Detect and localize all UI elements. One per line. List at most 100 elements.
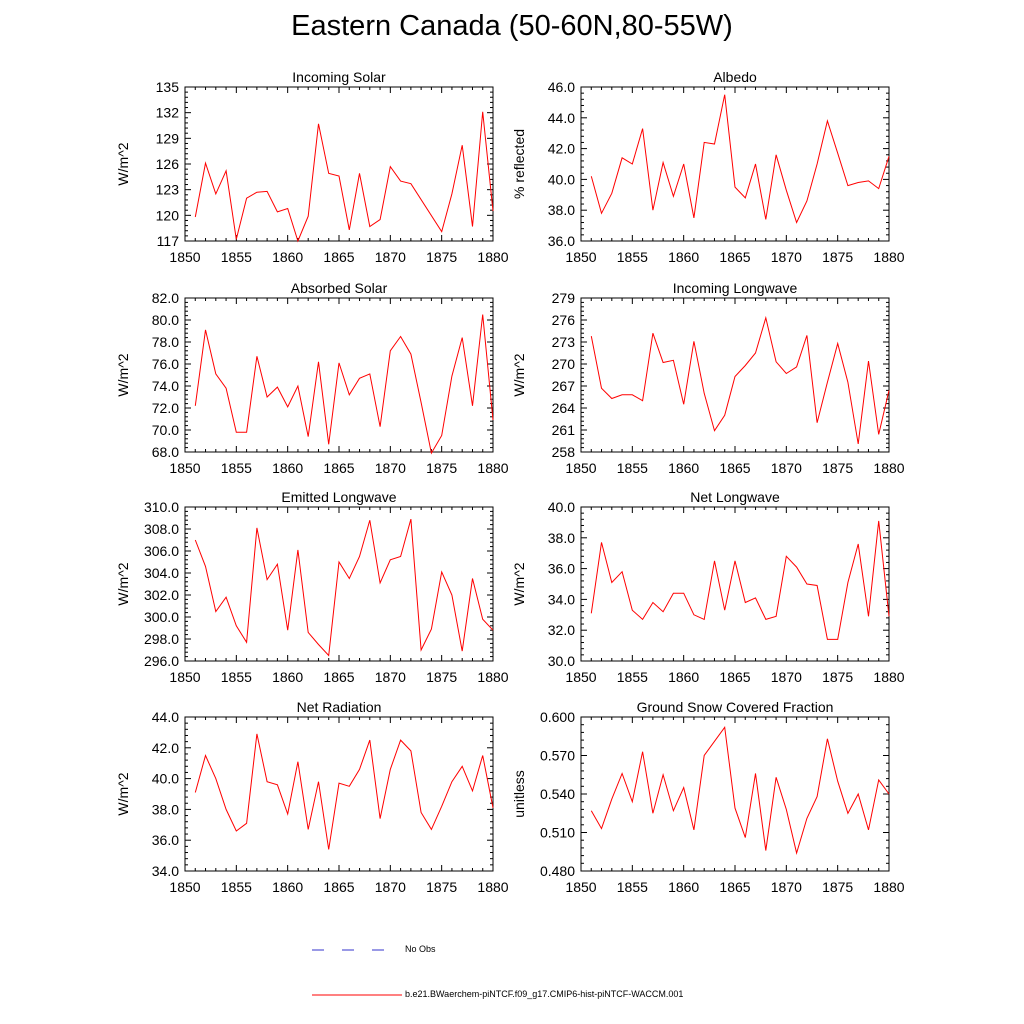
y-tick-label: 82.0 (152, 290, 179, 306)
main-title: Eastern Canada (50-60N,80-55W) (291, 10, 733, 42)
plot-frame (184, 86, 494, 242)
x-tick-label: 1880 (477, 460, 508, 476)
y-tick-label: 30.0 (548, 653, 575, 669)
y-tick-label: 36.0 (152, 832, 179, 848)
y-tick-label: 261 (552, 422, 576, 438)
x-tick-label: 1850 (169, 879, 200, 895)
x-tick-label: 1860 (668, 669, 699, 685)
y-tick-label: 273 (552, 334, 576, 350)
x-tick-label: 1870 (375, 879, 406, 895)
x-tick-label: 1860 (272, 669, 303, 685)
y-tick-label: 296.0 (144, 653, 179, 669)
x-tick-label: 1865 (719, 879, 750, 895)
series-line (194, 314, 494, 455)
y-tick-label: 78.0 (152, 334, 179, 350)
x-tick-label: 1880 (477, 879, 508, 895)
x-tick-label: 1875 (822, 669, 853, 685)
y-tick-label: 126 (156, 156, 180, 172)
y-axis-label: % reflected (511, 129, 527, 199)
x-tick-label: 1860 (668, 460, 699, 476)
panel-title: Net Radiation (297, 699, 382, 715)
x-tick-label: 1870 (771, 669, 802, 685)
x-tick-label: 1850 (169, 669, 200, 685)
x-tick-label: 1870 (771, 460, 802, 476)
y-tick-label: 32.0 (548, 622, 575, 638)
x-tick-label: 1855 (617, 669, 648, 685)
y-tick-label: 306.0 (144, 543, 179, 559)
series-line (590, 520, 890, 640)
x-tick-label: 1860 (272, 249, 303, 265)
x-tick-label: 1875 (426, 669, 457, 685)
y-tick-label: 44.0 (548, 110, 575, 126)
x-tick-label: 1870 (771, 249, 802, 265)
x-tick-label: 1850 (565, 460, 596, 476)
y-tick-label: 70.0 (152, 422, 179, 438)
y-tick-label: 300.0 (144, 609, 179, 625)
panel-title: Net Longwave (690, 489, 780, 505)
x-tick-label: 1850 (169, 249, 200, 265)
y-tick-label: 76.0 (152, 356, 179, 372)
y-tick-label: 72.0 (152, 400, 179, 416)
y-tick-label: 74.0 (152, 378, 179, 394)
plot-frame (580, 506, 890, 662)
x-tick-label: 1865 (323, 879, 354, 895)
y-axis-label: W/m^2 (511, 562, 527, 605)
x-tick-label: 1865 (719, 669, 750, 685)
x-tick-label: 1880 (873, 669, 904, 685)
x-tick-label: 1865 (323, 249, 354, 265)
y-tick-label: 258 (552, 444, 576, 460)
x-tick-label: 1875 (822, 460, 853, 476)
series-line (590, 94, 890, 224)
y-tick-label: 120 (156, 207, 180, 223)
x-tick-label: 1855 (221, 249, 252, 265)
x-tick-label: 1860 (272, 879, 303, 895)
x-tick-label: 1865 (719, 249, 750, 265)
y-tick-label: 310.0 (144, 499, 179, 515)
y-axis-label: W/m^2 (511, 353, 527, 396)
x-tick-label: 1850 (169, 460, 200, 476)
x-tick-label: 1870 (375, 249, 406, 265)
y-tick-label: 38.0 (152, 801, 179, 817)
x-tick-label: 1875 (426, 879, 457, 895)
panel-incoming-longwave: Incoming Longwave W/m^2 1850 1855 1860 1865 18… (511, 280, 905, 476)
y-tick-label: 279 (552, 290, 576, 306)
y-axis-label: W/m^2 (115, 353, 131, 396)
x-tick-label: 1860 (668, 249, 699, 265)
y-tick-label: 308.0 (144, 521, 179, 537)
series-line (194, 733, 494, 850)
x-tick-label: 1865 (323, 460, 354, 476)
y-tick-label: 276 (552, 312, 576, 328)
y-axis-label: unitless (511, 770, 527, 817)
y-tick-label: 40.0 (548, 499, 575, 515)
x-tick-label: 1870 (375, 669, 406, 685)
series-line (194, 111, 494, 243)
y-tick-label: 42.0 (152, 740, 179, 756)
y-tick-label: 46.0 (548, 79, 575, 95)
panel-title: Incoming Longwave (673, 280, 798, 296)
y-tick-label: 0.570 (540, 748, 575, 764)
y-tick-label: 44.0 (152, 709, 179, 725)
x-tick-label: 1865 (719, 460, 750, 476)
y-tick-label: 68.0 (152, 444, 179, 460)
plot-frame (580, 86, 890, 242)
x-tick-label: 1875 (822, 879, 853, 895)
y-tick-label: 0.480 (540, 863, 575, 879)
y-tick-label: 80.0 (152, 312, 179, 328)
x-tick-label: 1880 (477, 669, 508, 685)
plot-frame (580, 716, 890, 872)
plot-frame (580, 297, 890, 453)
panel-absorbed-solar: Absorbed Solar W/m^2 1850 1855 1860 1865 1870 1… (115, 280, 509, 476)
x-tick-label: 1850 (565, 249, 596, 265)
x-tick-label: 1880 (873, 460, 904, 476)
series-line (590, 725, 890, 855)
x-tick-label: 1875 (426, 460, 457, 476)
y-axis-label: W/m^2 (115, 142, 131, 185)
y-tick-label: 40.0 (152, 771, 179, 787)
y-tick-label: 0.600 (540, 709, 575, 725)
y-tick-label: 34.0 (152, 863, 179, 879)
panel-title: Incoming Solar (292, 69, 386, 85)
y-tick-label: 38.0 (548, 202, 575, 218)
y-tick-label: 123 (156, 182, 180, 198)
panel-net-longwave: Net Longwave W/m^2 1850 1855 1860 1865 1870 187… (511, 489, 905, 685)
